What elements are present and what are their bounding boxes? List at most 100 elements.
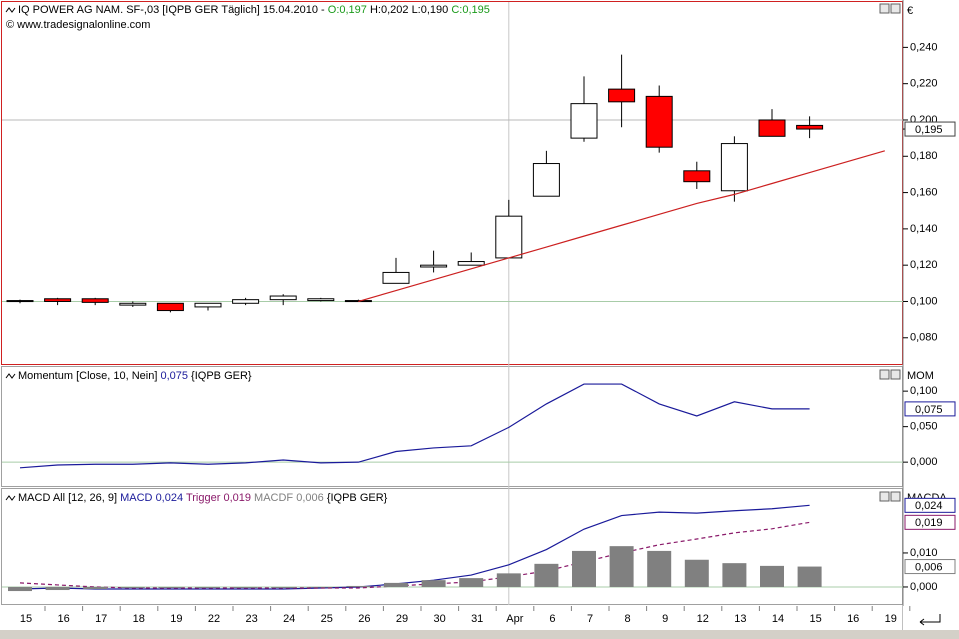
close-button[interactable]: [890, 491, 901, 502]
candle-body: [119, 302, 147, 306]
candle-body: [382, 271, 410, 284]
pane-icon: [5, 7, 16, 13]
candle-body: [758, 119, 786, 137]
histogram-bar: [760, 565, 784, 587]
candle-body: [307, 298, 335, 302]
x-tick-label: 19: [885, 613, 897, 625]
histogram-bar: [271, 586, 296, 588]
minimize-button[interactable]: [879, 369, 890, 380]
pane-header: IQ POWER AG NAM. SF-,03 [IQPB GER Täglic…: [18, 4, 490, 16]
pane-header: MACD All [12, 26, 9] MACD 0,024 Trigger …: [18, 492, 388, 504]
close-button[interactable]: [890, 369, 901, 380]
x-tick-label: 16: [847, 613, 859, 625]
histogram-bar: [83, 586, 108, 590]
histogram-bar: [572, 550, 596, 587]
x-tick-label: 29: [396, 613, 408, 625]
x-tick-label: 30: [433, 613, 445, 625]
candle-body: [495, 215, 523, 259]
candle-body: [457, 261, 485, 266]
y-tick-label: 0,180: [910, 150, 938, 162]
header-part: 0,024: [156, 492, 184, 504]
last-value-box: [904, 514, 956, 530]
histogram-bar: [8, 586, 32, 592]
y-tick-label: 0,000: [910, 456, 938, 468]
header-part: O:0,197: [328, 4, 367, 16]
x-tick-label: 15: [20, 613, 32, 625]
histogram-bar: [609, 546, 634, 587]
trendline: [358, 150, 885, 303]
candle-body: [570, 103, 598, 139]
header-part: Momentum [Close, 10, Nein]: [18, 370, 157, 382]
minimize-button[interactable]: [879, 3, 890, 14]
header-part: {IQPB GER}: [191, 370, 252, 382]
last-value-box: [904, 559, 956, 575]
y-tick-label: 0,220: [910, 78, 938, 90]
header-part: SF-,03 [IQPB GER Täglich] 15.04.2010 -: [126, 4, 325, 16]
pane-icon: [5, 495, 16, 501]
x-tick-label: 22: [208, 613, 220, 625]
header-part: MACD All [12, 26, 9]: [18, 492, 117, 504]
last-value-label: 0,075: [915, 404, 943, 416]
header-part: C:0,195: [451, 4, 490, 16]
x-tick-label: 12: [697, 613, 709, 625]
histogram-bar: [797, 566, 822, 587]
header-part: L:0,190: [412, 4, 449, 16]
x-tick-label: 6: [549, 613, 555, 625]
pane-buttons: [879, 3, 901, 502]
x-tick-label: 18: [133, 613, 145, 625]
x-tick-label: 7: [587, 613, 593, 625]
header-part: 0,006: [296, 492, 324, 504]
histogram-bar: [496, 573, 521, 587]
candle-body: [420, 264, 448, 268]
x-tick-label: 16: [57, 613, 69, 625]
source-label: © www.tradesignalonline.com: [6, 19, 150, 31]
candle-body: [44, 298, 72, 302]
x-tick-label: 14: [772, 613, 784, 625]
minimize-button[interactable]: [879, 491, 890, 502]
last-value-box: [904, 121, 956, 137]
pane-header: Momentum [Close, 10, Nein] 0,075 {IQPB G…: [18, 370, 252, 382]
x-tick-label: 19: [170, 613, 182, 625]
y-tick-label: 0,120: [910, 259, 938, 271]
histogram-bar: [158, 586, 183, 588]
x-tick-label: 9: [662, 613, 668, 625]
y-tick-label: 0,100: [910, 385, 938, 397]
macd-line: [19, 521, 810, 589]
candle-body: [645, 95, 673, 148]
y-tick-label: 0,160: [910, 186, 938, 198]
x-tick-label: 24: [283, 613, 295, 625]
y-tick-label: 0,080: [910, 332, 938, 344]
x-tick-label: 13: [734, 613, 746, 625]
x-tick-label: 31: [471, 613, 483, 625]
corner-box: [903, 606, 959, 630]
close-button[interactable]: [890, 3, 901, 14]
candle-body: [156, 302, 184, 312]
histogram-bar: [308, 586, 333, 588]
header-part: {IQPB GER}: [327, 492, 388, 504]
histogram-bar: [196, 586, 220, 588]
candle-body: [232, 299, 260, 304]
x-tick-label: 25: [321, 613, 333, 625]
x-tick-label: Apr: [506, 613, 523, 625]
candle-body: [6, 300, 34, 303]
candle-body: [608, 88, 636, 103]
x-tick-label: 26: [358, 613, 370, 625]
x-tick-label: 8: [625, 613, 631, 625]
candle-body: [81, 298, 109, 303]
histogram-bar: [233, 586, 258, 588]
histogram-bar: [421, 580, 446, 587]
scroll-icon[interactable]: [919, 614, 941, 626]
candle-body: [532, 163, 560, 197]
histogram-bar: [684, 559, 709, 587]
header-part: IQ POWER AG NAM.: [18, 4, 123, 16]
last-value-box: [904, 497, 956, 513]
candle-body: [796, 124, 824, 130]
header-part: MACD: [120, 492, 152, 504]
candle-body: [683, 170, 711, 183]
x-tick-label: 15: [809, 613, 821, 625]
scroll-bar[interactable]: [0, 630, 959, 639]
histogram-bar: [384, 582, 408, 587]
pane-icon: [5, 373, 16, 379]
last-value-label: 0,006: [915, 561, 943, 573]
